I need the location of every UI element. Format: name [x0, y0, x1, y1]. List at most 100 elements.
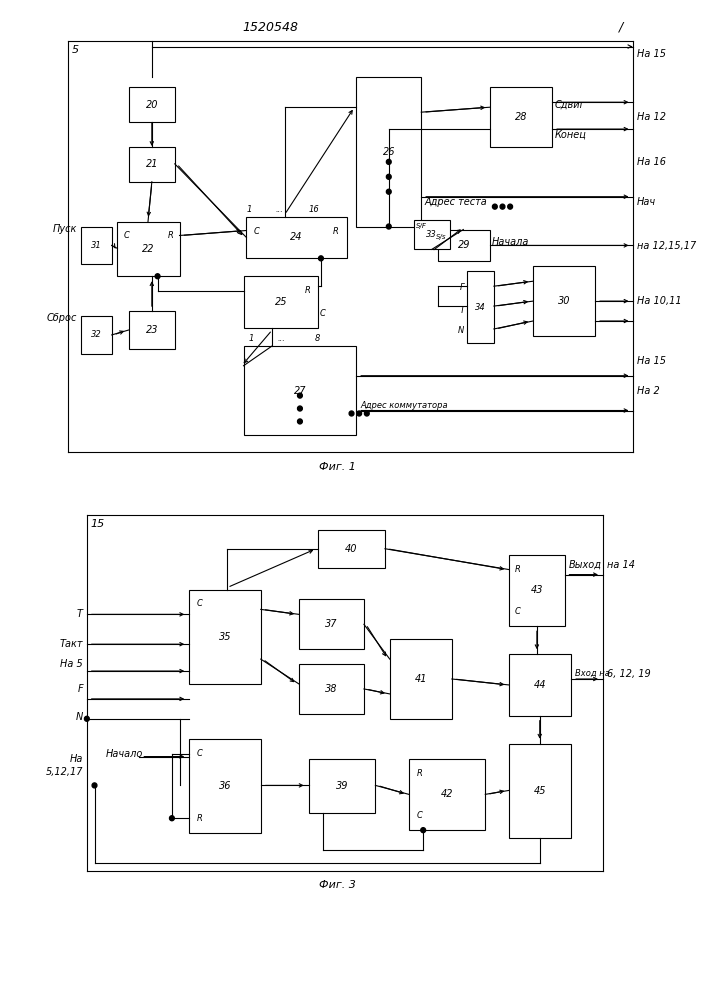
- Bar: [299, 599, 364, 649]
- Circle shape: [298, 393, 303, 398]
- Circle shape: [387, 174, 391, 179]
- Text: T: T: [459, 306, 464, 315]
- Text: На 2: На 2: [637, 386, 660, 396]
- Circle shape: [319, 256, 323, 261]
- Text: На 12: На 12: [637, 112, 666, 122]
- Text: Вход на: Вход на: [575, 669, 610, 678]
- Bar: [308, 759, 375, 813]
- Text: 41: 41: [414, 674, 427, 684]
- Text: Конец: Конец: [555, 129, 587, 139]
- Text: 1520548: 1520548: [243, 21, 298, 34]
- Bar: [356, 77, 421, 227]
- Text: Выход: Выход: [568, 560, 602, 570]
- Text: 8: 8: [315, 334, 320, 343]
- Text: Адрес теста: Адрес теста: [424, 197, 487, 207]
- Text: S/s: S/s: [436, 234, 446, 240]
- Text: 24: 24: [291, 232, 303, 242]
- Circle shape: [493, 204, 497, 209]
- Text: R: R: [305, 286, 310, 295]
- Bar: [490, 87, 552, 147]
- Text: 5: 5: [71, 45, 78, 55]
- Text: T: T: [77, 609, 83, 619]
- Text: 32: 32: [91, 330, 102, 339]
- Text: Начала: Начала: [492, 237, 530, 247]
- Text: 26: 26: [382, 147, 395, 157]
- Text: На 5: На 5: [60, 659, 83, 669]
- Text: На: На: [70, 754, 83, 764]
- Text: F: F: [460, 283, 464, 292]
- Bar: [129, 147, 175, 182]
- Bar: [81, 227, 112, 264]
- Text: 28: 28: [515, 112, 527, 122]
- Bar: [243, 346, 356, 435]
- Text: 15: 15: [90, 519, 105, 529]
- Circle shape: [170, 816, 175, 821]
- Circle shape: [155, 274, 160, 279]
- Text: 33: 33: [426, 230, 437, 239]
- Text: R: R: [197, 814, 203, 823]
- Bar: [247, 217, 346, 258]
- Text: F: F: [77, 684, 83, 694]
- Circle shape: [364, 411, 369, 416]
- Text: Сдвиг: Сдвиг: [555, 99, 586, 109]
- Text: 23: 23: [146, 325, 158, 335]
- Text: R: R: [515, 565, 521, 574]
- Text: R: R: [333, 227, 339, 236]
- Text: 1: 1: [247, 205, 252, 214]
- Bar: [438, 230, 490, 261]
- Text: 1: 1: [248, 334, 254, 343]
- Circle shape: [84, 716, 89, 721]
- Text: 20: 20: [146, 100, 158, 110]
- Text: 25: 25: [274, 297, 287, 307]
- Circle shape: [298, 419, 303, 424]
- Text: Фиг. 3: Фиг. 3: [319, 880, 356, 890]
- Text: S/F: S/F: [416, 223, 426, 229]
- Text: C: C: [254, 227, 260, 236]
- Bar: [318, 530, 385, 568]
- Text: C: C: [123, 232, 129, 240]
- Text: на 12,15,17: на 12,15,17: [637, 241, 696, 251]
- Text: R: R: [168, 232, 174, 240]
- Text: 39: 39: [336, 781, 349, 791]
- Circle shape: [92, 783, 97, 788]
- Text: Нач: Нач: [637, 197, 656, 207]
- Bar: [533, 266, 595, 336]
- Text: 36: 36: [218, 781, 231, 791]
- Text: C: C: [515, 607, 521, 616]
- Text: 30: 30: [558, 296, 571, 306]
- Bar: [414, 220, 450, 249]
- Text: C: C: [197, 749, 203, 758]
- Bar: [243, 276, 318, 328]
- Bar: [467, 271, 494, 343]
- Text: 35: 35: [218, 632, 231, 642]
- Text: ...: ...: [276, 205, 284, 214]
- Text: Пуск: Пуск: [53, 224, 77, 234]
- Text: на 14: на 14: [607, 560, 635, 570]
- Bar: [129, 87, 175, 122]
- Text: На 15: На 15: [637, 356, 666, 366]
- Text: Сброс: Сброс: [47, 313, 77, 323]
- Text: Адрес коммутатора: Адрес коммутатора: [360, 401, 448, 410]
- Text: 6, 12, 19: 6, 12, 19: [607, 669, 650, 679]
- Text: 40: 40: [345, 544, 358, 554]
- Bar: [117, 222, 180, 276]
- Text: 27: 27: [293, 386, 306, 396]
- Circle shape: [349, 411, 354, 416]
- Text: 42: 42: [441, 789, 453, 799]
- Bar: [390, 639, 452, 719]
- Bar: [81, 316, 112, 354]
- Text: Начало: Начало: [106, 749, 144, 759]
- Text: N: N: [458, 326, 464, 335]
- Text: 43: 43: [531, 585, 543, 595]
- Circle shape: [500, 204, 505, 209]
- Text: 31: 31: [91, 241, 102, 250]
- Text: C: C: [197, 599, 203, 608]
- Bar: [509, 555, 565, 626]
- Circle shape: [508, 204, 513, 209]
- Circle shape: [387, 159, 391, 164]
- Bar: [509, 744, 571, 838]
- Text: /: /: [619, 21, 624, 34]
- Text: N: N: [76, 712, 83, 722]
- Text: 45: 45: [534, 786, 547, 796]
- Text: Фиг. 1: Фиг. 1: [319, 462, 356, 472]
